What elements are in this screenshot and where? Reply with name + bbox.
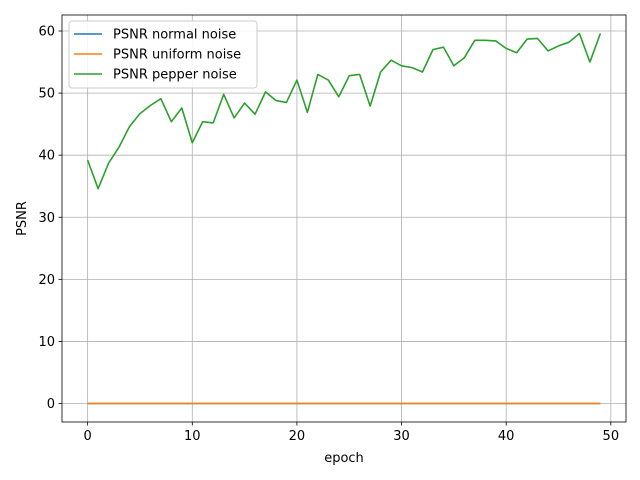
legend-label: PSNR normal noise xyxy=(113,28,236,43)
y-axis-title: PSNR xyxy=(15,201,30,236)
x-tick-label: 30 xyxy=(393,429,410,444)
legend-label: PSNR uniform noise xyxy=(113,48,241,63)
plot-area-frame xyxy=(61,14,627,423)
x-tick-label: 0 xyxy=(83,429,91,444)
series-lines xyxy=(86,32,602,405)
y-tick-label: 0 xyxy=(47,397,55,412)
legend: PSNR normal noise PSNR uniform noise PSNR … xyxy=(68,20,258,89)
y-tick-label: 10 xyxy=(38,335,55,350)
x-tick-label: 40 xyxy=(498,429,515,444)
x-tick-label: 10 xyxy=(184,429,201,444)
y-tick-label: 30 xyxy=(38,211,55,226)
y-tick-label: 50 xyxy=(38,87,55,102)
legend-box xyxy=(68,20,258,89)
axis-ticks: 0 10 20 30 40 50 0 10 20 30 40 50 60 xyxy=(38,25,619,444)
y-tick-label: 20 xyxy=(38,273,55,288)
series-line-3 xyxy=(86,32,602,190)
x-tick-label: 50 xyxy=(603,429,620,444)
legend-label: PSNR pepper noise xyxy=(113,68,237,83)
y-tick-label: 40 xyxy=(38,149,55,164)
x-axis-title: epoch xyxy=(324,451,364,466)
grid-lines xyxy=(62,15,626,422)
x-tick-label: 20 xyxy=(289,429,306,444)
y-tick-label: 60 xyxy=(38,25,55,40)
